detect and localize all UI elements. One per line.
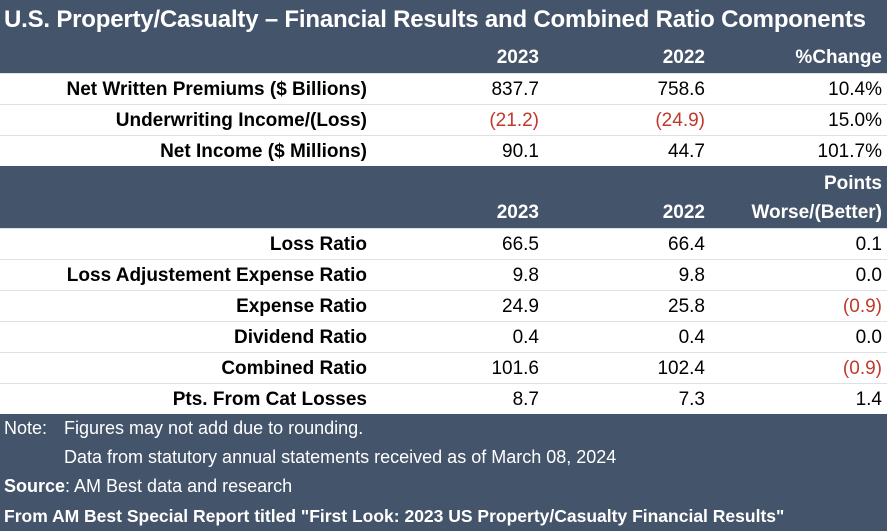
row-label: Dividend Ratio — [233, 327, 367, 348]
value-change: 0.0 — [855, 265, 882, 286]
value-2022: 9.8 — [678, 265, 705, 286]
value-2023: 8.7 — [512, 389, 539, 410]
value-2022: 102.4 — [657, 358, 705, 379]
note-text-2: Data from statutory annual statements re… — [64, 447, 617, 467]
value-change: 101.7% — [817, 141, 882, 162]
value-2023: 24.9 — [502, 296, 539, 317]
table2-col-points: Points — [823, 173, 882, 194]
value-2023: 837.7 — [491, 79, 539, 100]
table-row: Underwriting Income/(Loss) (21.2) (24.9)… — [0, 104, 887, 135]
source-label: Source — [4, 476, 66, 496]
value-2022: (24.9) — [655, 110, 705, 131]
row-label: Net Written Premiums ($ Billions) — [66, 79, 367, 100]
value-2023: (21.2) — [489, 110, 539, 131]
row-label: Loss Ratio — [269, 234, 367, 255]
table1-header-row: 2023 2022 %Change — [0, 42, 887, 73]
value-2023: 66.5 — [502, 234, 539, 255]
table2-col-2022: 2022 — [662, 202, 705, 223]
value-2022: 44.7 — [668, 141, 705, 162]
table-row: Expense Ratio 24.9 25.8 (0.9) — [0, 290, 887, 321]
table1-col-2023: 2023 — [496, 47, 539, 68]
value-change: 10.4% — [828, 79, 882, 100]
table-row: Loss Adjustement Expense Ratio 9.8 9.8 0… — [0, 259, 887, 290]
report-citation: From AM Best Special Report titled "Firs… — [4, 506, 785, 526]
row-label: Combined Ratio — [221, 358, 367, 379]
table1-col-change: %Change — [795, 47, 882, 68]
value-change: (0.9) — [842, 296, 882, 317]
value-2023: 9.8 — [512, 265, 539, 286]
table-row: Combined Ratio 101.6 102.4 (0.9) — [0, 352, 887, 383]
row-label: Underwriting Income/(Loss) — [115, 110, 367, 131]
table2-col-2023: 2023 — [496, 202, 539, 223]
value-2022: 25.8 — [668, 296, 705, 317]
source-text: : AM Best data and research — [65, 476, 293, 496]
note-line-1: Note: Figures may not add due to roundin… — [0, 418, 887, 439]
value-2023: 0.4 — [512, 327, 539, 348]
value-2023: 101.6 — [491, 358, 539, 379]
note-text-1: Figures may not add due to rounding. — [64, 418, 364, 438]
table-row: Pts. From Cat Losses 8.7 7.3 1.4 — [0, 383, 887, 414]
row-label: Expense Ratio — [236, 296, 367, 317]
row-label: Loss Adjustement Expense Ratio — [66, 265, 367, 286]
table-row: Net Written Premiums ($ Billions) 837.7 … — [0, 73, 887, 104]
table2-header-row: 2023 2022 Worse/(Better) — [0, 197, 887, 228]
row-label: Net Income ($ Millions) — [160, 141, 367, 162]
table-row: Loss Ratio 66.5 66.4 0.1 — [0, 228, 887, 259]
table1-col-2022: 2022 — [662, 47, 705, 68]
value-2023: 90.1 — [502, 141, 539, 162]
value-change: 1.4 — [855, 389, 882, 410]
note-label: Note: — [4, 418, 48, 438]
value-2022: 66.4 — [668, 234, 705, 255]
table-title: U.S. Property/Casualty – Financial Resul… — [4, 6, 866, 33]
value-2022: 7.3 — [678, 389, 705, 410]
table2-header-top-row: Points — [0, 168, 887, 199]
value-2022: 758.6 — [657, 79, 705, 100]
value-change: 15.0% — [828, 110, 882, 131]
value-change: 0.1 — [855, 234, 882, 255]
table2-col-change: Worse/(Better) — [751, 202, 882, 223]
value-change: (0.9) — [842, 358, 882, 379]
table-row: Dividend Ratio 0.4 0.4 0.0 — [0, 321, 887, 352]
row-label: Pts. From Cat Losses — [172, 389, 367, 410]
value-change: 0.0 — [855, 327, 882, 348]
source-line: Source: AM Best data and research — [0, 476, 887, 497]
table-row: Net Income ($ Millions) 90.1 44.7 101.7% — [0, 135, 887, 166]
value-2022: 0.4 — [678, 327, 705, 348]
